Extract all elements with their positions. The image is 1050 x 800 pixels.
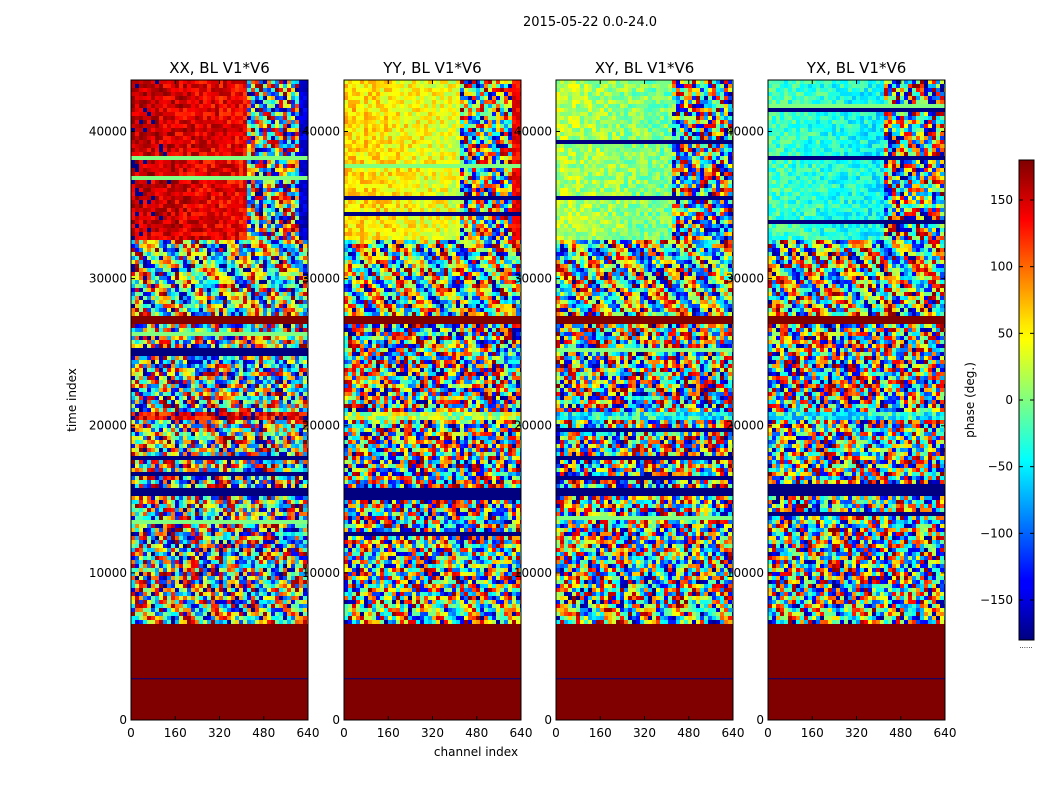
y-tick-label: 10000 — [514, 566, 552, 580]
y-tick-label: 20000 — [726, 419, 764, 433]
panel-title: YY, BL V1*V6 — [382, 59, 481, 77]
x-tick-label: 480 — [677, 726, 700, 740]
colorbar: −150 −100 −50 0 50 100 150 phase (deg.) ...... — [963, 159, 1035, 650]
x-tick-label: 320 — [421, 726, 444, 740]
x-tick-label: 320 — [845, 726, 868, 740]
x-tick-label: 480 — [252, 726, 275, 740]
x-tick-label: 640 — [934, 726, 957, 740]
y-tick-label: 40000 — [89, 124, 127, 138]
x-tick-label: 0 — [127, 726, 135, 740]
y-tick-label: 10000 — [726, 566, 764, 580]
heatmap-image-xy — [556, 80, 733, 720]
panel-title: XY, BL V1*V6 — [595, 59, 695, 77]
panel-yy: YY, BL V1*V6 0 160 320 480 640 0 10000 20000 3000… — [302, 59, 533, 740]
panel-xx: XX, BL V1*V6 0 160 320 480 640 0 10000 20000 3000… — [89, 59, 320, 740]
x-tick-label: 160 — [164, 726, 187, 740]
panel-title: YX, BL V1*V6 — [806, 59, 907, 77]
figure-title: 2015-05-22 0.0-24.0 — [523, 15, 657, 30]
colorbar-tick-label: −50 — [988, 460, 1013, 474]
colorbar-tick-label: −100 — [980, 526, 1013, 540]
y-tick-label: 20000 — [514, 419, 552, 433]
y-tick-label: 30000 — [726, 272, 764, 286]
x-axis-label: channel index — [434, 745, 518, 759]
x-tick-label: 640 — [297, 726, 320, 740]
y-tick-label: 0 — [332, 713, 340, 727]
y-tick-label: 0 — [756, 713, 764, 727]
x-tick-label: 480 — [465, 726, 488, 740]
x-tick-label: 160 — [377, 726, 400, 740]
heatmap-image-xx — [131, 80, 308, 720]
x-tick-label: 0 — [552, 726, 560, 740]
y-tick-label: 0 — [119, 713, 127, 727]
y-tick-label: 0 — [544, 713, 552, 727]
panel-title: XX, BL V1*V6 — [169, 59, 270, 77]
y-tick-label: 20000 — [89, 419, 127, 433]
y-tick-label: 40000 — [514, 124, 552, 138]
colorbar-tick-label: 50 — [998, 326, 1013, 340]
panels-group: XX, BL V1*V6 0 160 320 480 640 0 10000 20000 3000… — [89, 59, 957, 740]
y-tick-label: 20000 — [302, 419, 340, 433]
x-tick-label: 320 — [208, 726, 231, 740]
x-tick-label: 160 — [589, 726, 612, 740]
colorbar-label: phase (deg.) — [963, 362, 977, 438]
colorbar-tick-label: 0 — [1005, 393, 1013, 407]
x-tick-label: 0 — [340, 726, 348, 740]
colorbar-tick-label: 100 — [990, 260, 1013, 274]
colorbar-tick-label: −150 — [980, 593, 1013, 607]
y-axis-label: time index — [65, 368, 79, 432]
y-tick-label: 10000 — [302, 566, 340, 580]
x-tick-label: 320 — [633, 726, 656, 740]
colorbar-extra: ...... — [1019, 642, 1032, 650]
x-tick-label: 640 — [722, 726, 745, 740]
y-tick-label: 40000 — [726, 124, 764, 138]
x-tick-label: 160 — [801, 726, 824, 740]
y-tick-label: 40000 — [302, 124, 340, 138]
y-tick-label: 30000 — [302, 272, 340, 286]
heatmap-image-yy — [344, 80, 521, 720]
x-tick-label: 480 — [889, 726, 912, 740]
x-tick-label: 640 — [510, 726, 533, 740]
x-tick-label: 0 — [764, 726, 772, 740]
y-tick-label: 10000 — [89, 566, 127, 580]
panel-xy: XY, BL V1*V6 0 160 320 480 640 0 10000 20000 3000… — [514, 59, 745, 740]
heatmap-image-yx — [768, 80, 945, 720]
y-tick-label: 30000 — [89, 272, 127, 286]
y-tick-label: 30000 — [514, 272, 552, 286]
colorbar-ticks: −150 −100 −50 0 50 100 150 — [980, 193, 1034, 607]
panel-yx: YX, BL V1*V6 0 160 320 480 640 0 10000 20000 3000… — [726, 59, 957, 740]
colorbar-tick-label: 150 — [990, 193, 1013, 207]
